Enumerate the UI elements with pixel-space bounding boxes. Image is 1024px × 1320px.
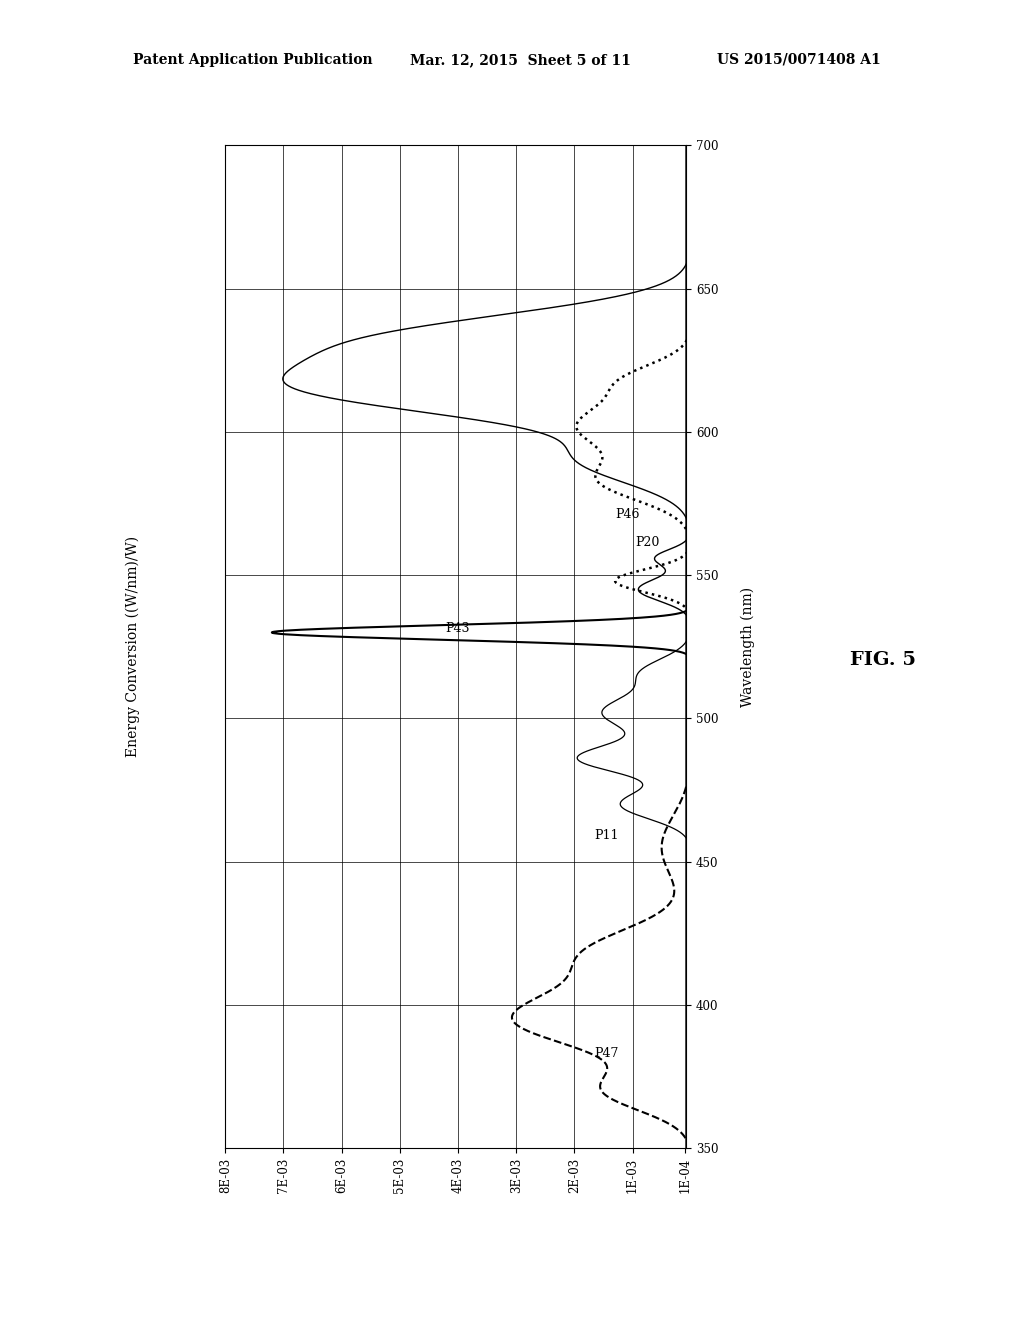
Text: P43: P43	[445, 623, 470, 635]
Text: P46: P46	[615, 508, 640, 521]
Text: Energy Conversion ((W/nm)/W): Energy Conversion ((W/nm)/W)	[126, 536, 140, 758]
Text: US 2015/0071408 A1: US 2015/0071408 A1	[717, 53, 881, 67]
Text: Mar. 12, 2015  Sheet 5 of 11: Mar. 12, 2015 Sheet 5 of 11	[410, 53, 631, 67]
Text: Patent Application Publication: Patent Application Publication	[133, 53, 373, 67]
Text: P11: P11	[595, 829, 620, 842]
Text: FIG. 5: FIG. 5	[850, 651, 915, 669]
Text: P20: P20	[636, 536, 659, 549]
Text: Wavelength (nm): Wavelength (nm)	[740, 586, 755, 708]
Text: P47: P47	[595, 1047, 620, 1060]
